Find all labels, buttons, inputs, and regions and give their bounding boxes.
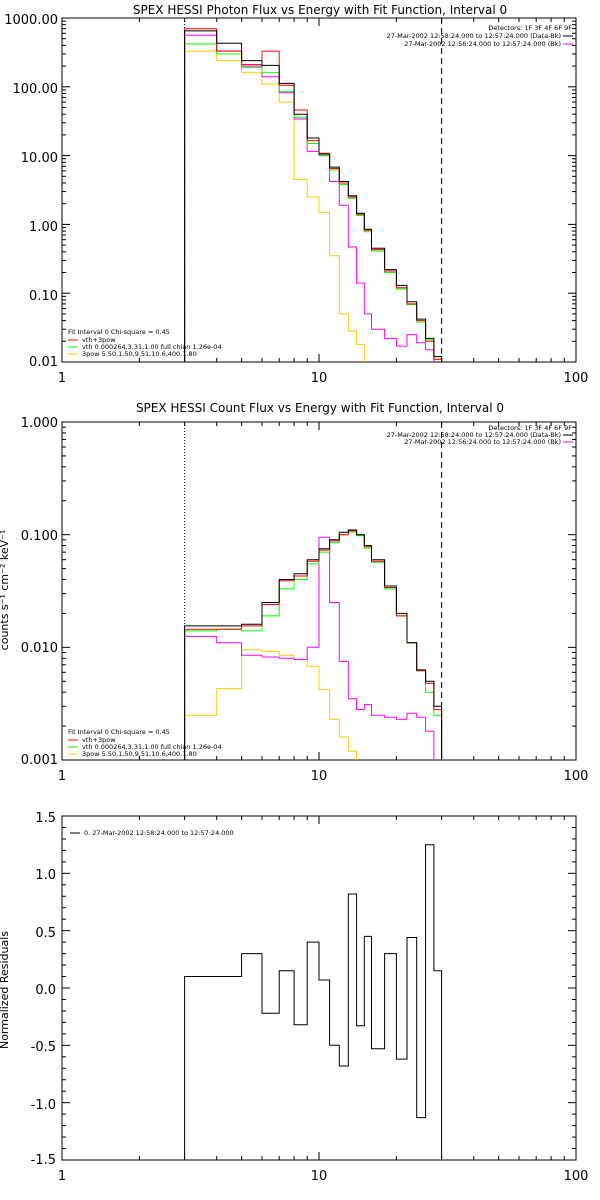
photon-flux-panel: SPEX HESSI Photon Flux vs Energy with Fi… bbox=[4, 3, 588, 386]
photon-legend-right: Detectors: 1F 3F 4F 6F 9F 27-Mar-2002 12… bbox=[387, 24, 573, 48]
count-flux-panel: SPEX HESSI Count Flux vs Energy with Fit… bbox=[0, 401, 588, 784]
series-line bbox=[184, 30, 443, 362]
count-ytick-label: 0.001 bbox=[21, 753, 58, 768]
series-line bbox=[184, 34, 435, 362]
legend-bk-interval: 27-Mar-2002 12:56:24.000 to 12:57:24.000… bbox=[404, 438, 561, 446]
resid-ytick-label: -1.0 bbox=[31, 1098, 56, 1113]
count-series bbox=[184, 422, 443, 760]
legend-model: vth+3pow bbox=[82, 336, 116, 344]
legend-3pow-params: 3pow 5.50,1.50,9.51,10.6,400,1.80 bbox=[82, 750, 197, 758]
photon-ytick-label: 10.00 bbox=[21, 151, 58, 166]
series-line bbox=[184, 844, 443, 1160]
legend-vth-params: vth 0.000264,3.31,1.00 full chian 1.26e-… bbox=[82, 743, 222, 751]
photon-series bbox=[184, 18, 443, 362]
photon-ytick-label: 1.00 bbox=[29, 220, 58, 235]
residuals-panel: 1.5 1.0 0.5 0.0 -0.5 -1.0 -1.5 1 10 100 … bbox=[0, 811, 588, 1184]
legend-detectors: Detectors: 1F 3F 4F 6F 9F bbox=[488, 24, 572, 32]
resid-xtick-label: 10 bbox=[311, 1169, 328, 1184]
photon-legend-left: Fit Interval 0 Chi-square = 0.45 vth+3po… bbox=[68, 328, 222, 358]
residuals-axes bbox=[61, 815, 577, 1161]
residuals-legend: 0. 27-Mar-2002 12:58:24.000 to 12:57:24.… bbox=[70, 829, 234, 837]
photon-chart-title: SPEX HESSI Photon Flux vs Energy with Fi… bbox=[133, 3, 507, 17]
photon-ytick-label: 100.00 bbox=[13, 82, 59, 97]
legend-data-interval: 27-Mar-2002 12:58:24.000 to 12:57:24.000… bbox=[387, 32, 561, 40]
photon-xtick-label: 10 bbox=[311, 371, 328, 386]
residuals-series bbox=[184, 844, 443, 1160]
count-ytick-label: 1.000 bbox=[21, 416, 58, 431]
residuals-plot-frame bbox=[61, 815, 577, 1161]
resid-ytick-label: 1.0 bbox=[35, 868, 56, 883]
series-line bbox=[184, 529, 443, 760]
photon-plot-frame bbox=[61, 17, 577, 363]
resid-y-axis-label: Normalized Residuals bbox=[0, 931, 11, 1049]
legend-vth-params: vth 0.000264,3.31,1.00 full chian 1.26e-… bbox=[82, 343, 222, 351]
photon-ytick-label: 0.01 bbox=[29, 355, 58, 370]
count-chart-title: SPEX HESSI Count Flux vs Energy with Fit… bbox=[136, 401, 504, 415]
count-legend-left: Fit Interval 0 Chi-square = 0.45 vth+3po… bbox=[68, 728, 222, 758]
photon-xtick-label: 100 bbox=[564, 371, 589, 386]
legend-bk-interval: 27-Mar-2002 12:56:24.000 to 12:57:24.000… bbox=[404, 40, 561, 48]
resid-ytick-label: -0.5 bbox=[31, 1040, 56, 1055]
legend-fit-interval: Fit Interval 0 Chi-square = 0.45 bbox=[68, 728, 170, 736]
photon-ytick-label: 1000.00 bbox=[4, 13, 58, 28]
count-y-axis-label: counts s⁻¹ cm⁻² keV⁻¹ bbox=[0, 530, 11, 651]
resid-xtick-label: 100 bbox=[564, 1169, 589, 1184]
legend-detectors: Detectors: 1F 3F 4F 6F 9F bbox=[488, 424, 572, 432]
series-line bbox=[184, 28, 443, 362]
series-line bbox=[184, 50, 365, 362]
count-ytick-label: 0.010 bbox=[21, 641, 58, 656]
photon-xtick-label: 1 bbox=[58, 371, 66, 386]
count-axes bbox=[61, 421, 577, 761]
count-legend-right: Detectors: 1F 3F 4F 6F 9F 27-Mar-2002 12… bbox=[387, 424, 573, 446]
series-line bbox=[184, 536, 435, 760]
series-line bbox=[184, 43, 443, 362]
series-line bbox=[184, 531, 443, 760]
legend-3pow-params: 3pow 5.50,1.50,9.51,10.6,400,1.80 bbox=[82, 350, 197, 358]
series-line bbox=[184, 530, 443, 760]
legend-data-interval: 27-Mar-2002 12:58:24.000 to 12:57:24.000… bbox=[387, 431, 561, 439]
resid-ytick-label: 0.0 bbox=[35, 983, 56, 998]
legend-fit-interval: Fit Interval 0 Chi-square = 0.45 bbox=[68, 328, 170, 336]
resid-ytick-label: 0.5 bbox=[35, 926, 56, 941]
count-ytick-label: 0.100 bbox=[21, 529, 58, 544]
count-xtick-label: 10 bbox=[311, 769, 328, 784]
legend-model: vth+3pow bbox=[82, 736, 116, 744]
resid-ytick-label: -1.5 bbox=[31, 1153, 56, 1168]
count-xtick-label: 1 bbox=[58, 769, 66, 784]
legend-resid-interval: 0. 27-Mar-2002 12:58:24.000 to 12:57:24.… bbox=[84, 829, 234, 837]
count-xtick-label: 100 bbox=[564, 769, 589, 784]
resid-xtick-label: 1 bbox=[58, 1169, 66, 1184]
photon-axes bbox=[61, 17, 577, 363]
photon-ytick-label: 0.10 bbox=[29, 289, 58, 304]
resid-ytick-label: 1.5 bbox=[35, 811, 56, 826]
